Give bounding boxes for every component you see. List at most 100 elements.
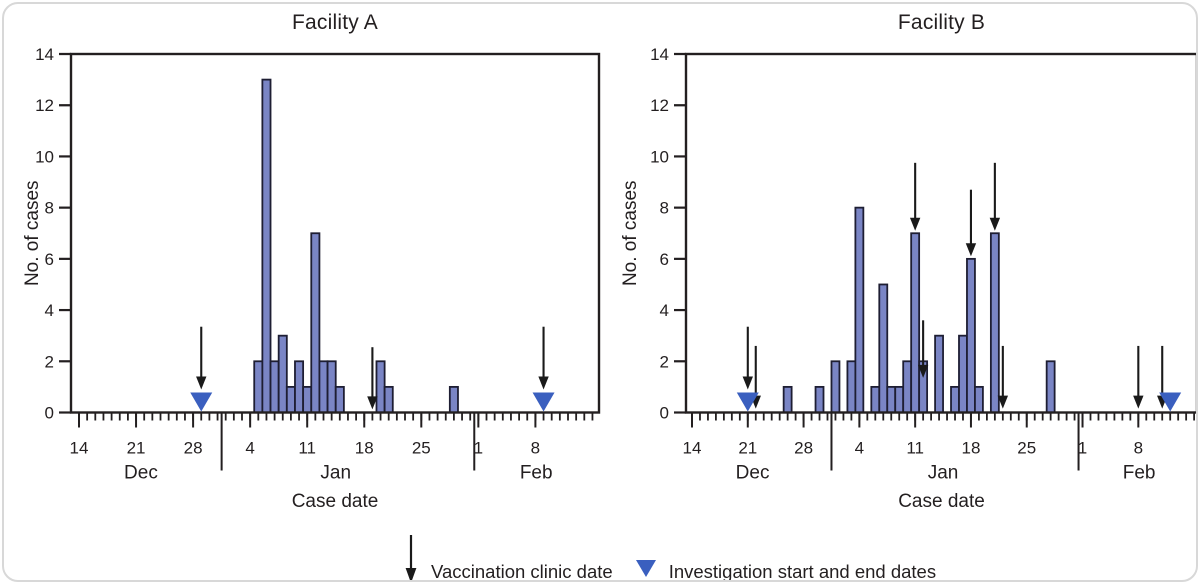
vaccination-arrow [367, 347, 378, 410]
investigation-marker-end [532, 392, 555, 412]
case-bar [894, 385, 905, 414]
month-label: Feb [1123, 463, 1156, 484]
legend-investigation-label: Investigation start and end dates [668, 561, 937, 582]
y-axis-title: No. of cases [22, 180, 43, 286]
case-bar [334, 385, 345, 414]
investigation-marker-start [190, 392, 213, 412]
plot-border [684, 52, 1196, 414]
case-bar [934, 334, 944, 414]
case-bar [253, 360, 264, 414]
case-bar [878, 283, 889, 414]
vaccination-arrow [965, 189, 977, 257]
x-tick-label: 28 [794, 439, 813, 458]
y-tick-label: 4 [660, 301, 669, 320]
vaccination-arrow [989, 162, 1001, 231]
y-tick-label: 12 [650, 96, 669, 115]
chart-title-facility-a: Facility A [291, 11, 379, 34]
vaccination-arrow [196, 326, 207, 390]
case-bar [375, 360, 386, 414]
plot-border [69, 52, 601, 414]
y-tick-label: 8 [45, 199, 54, 218]
x-tick-label: 11 [298, 439, 316, 458]
investigation-triangle-icon [635, 560, 656, 577]
case-bar [886, 385, 897, 414]
case-bar [974, 385, 984, 414]
case-bar [989, 232, 1000, 414]
y-tick-label: 2 [660, 352, 669, 371]
vaccination-arrow [909, 162, 921, 231]
case-bar [854, 206, 865, 414]
vaccination-arrow-icon [405, 535, 417, 580]
legend-vaccination-label: Vaccination clinic date [431, 561, 613, 582]
vaccination-arrow [997, 345, 1009, 409]
investigation-marker-start [736, 392, 759, 412]
y-tick-label: 0 [660, 404, 669, 423]
case-bar [318, 360, 329, 414]
y-tick-label: 4 [45, 301, 54, 320]
y-tick-label: 6 [660, 250, 669, 269]
month-label: Jan [320, 463, 351, 484]
vaccination-arrow [1133, 345, 1144, 409]
x-tick-label: 18 [355, 439, 374, 458]
y-tick-label: 8 [660, 199, 669, 218]
case-bar [1045, 360, 1056, 414]
y-tick-label: 14 [650, 45, 669, 64]
x-tick-label: 1 [1078, 439, 1087, 458]
y-tick-label: 2 [45, 352, 54, 371]
investigation-marker-end [1159, 392, 1182, 412]
case-bar [383, 385, 394, 414]
y-tick-label: 0 [45, 404, 54, 423]
month-label: Dec [124, 463, 158, 484]
month-label: Dec [736, 463, 770, 484]
y-tick-label: 12 [35, 96, 54, 115]
x-axis-label-facility-a: Case date [291, 491, 379, 512]
case-bar [902, 360, 913, 414]
case-bar [966, 257, 976, 414]
month-label: Jan [928, 463, 959, 484]
case-bar [958, 334, 968, 414]
x-tick-label: 11 [906, 439, 924, 458]
case-bar [285, 385, 296, 414]
case-bar [326, 360, 337, 414]
legend: Vaccination clinic date Investigation st… [403, 530, 937, 582]
y-tick-label: 14 [35, 45, 54, 64]
case-bar [814, 385, 825, 414]
x-tick-label: 21 [127, 439, 146, 458]
y-tick-label: 10 [35, 147, 54, 166]
case-bar [294, 360, 305, 414]
case-bar [310, 232, 321, 414]
chart-title-facility-b: Facility B [897, 11, 986, 34]
case-bar [782, 385, 793, 414]
x-tick-label: 4 [855, 439, 864, 458]
vaccination-arrow [742, 326, 753, 390]
x-tick-label: 8 [1134, 439, 1143, 458]
case-bar [302, 385, 313, 414]
case-bar [846, 360, 857, 414]
case-bar [269, 360, 280, 414]
x-tick-label: 8 [531, 439, 540, 458]
case-bar [950, 385, 960, 414]
vaccination-arrow [917, 320, 929, 378]
case-bar [448, 385, 459, 414]
x-tick-label: 1 [474, 439, 483, 458]
x-tick-label: 25 [1017, 439, 1036, 458]
x-tick-label: 28 [184, 439, 203, 458]
case-bar [870, 385, 881, 414]
case-bar [261, 78, 272, 414]
vaccination-arrow [538, 326, 549, 390]
x-tick-label: 18 [961, 439, 980, 458]
x-tick-label: 14 [70, 439, 89, 458]
case-bar [830, 360, 841, 414]
x-axis-label-facility-b: Case date [898, 491, 985, 512]
case-bar [277, 334, 288, 414]
x-tick-label: 25 [412, 439, 431, 458]
y-axis-title: No. of cases [620, 180, 641, 286]
case-bar [910, 232, 921, 414]
x-tick-label: 14 [683, 439, 702, 458]
y-tick-label: 6 [45, 250, 54, 269]
y-tick-label: 10 [650, 147, 669, 166]
month-label: Feb [520, 463, 553, 484]
